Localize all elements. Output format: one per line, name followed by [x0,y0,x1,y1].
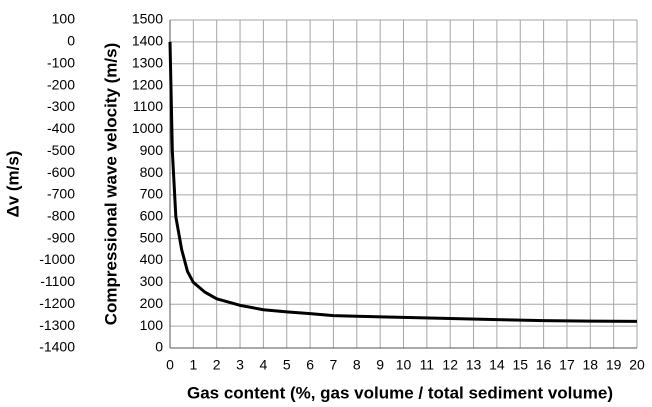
y2-tick-label: 1400 [132,33,163,49]
y2-tick-label: 200 [140,295,164,311]
x-tick-label: 19 [606,357,622,373]
x-tick-label: 16 [536,357,552,373]
y2-tick-label: 700 [140,186,164,202]
x-tick-label: 10 [396,357,412,373]
y-tick-label: -300 [47,98,75,114]
y2-tick-label: 400 [140,251,164,267]
x-tick-label: 18 [583,357,599,373]
y2-tick-label: 1000 [132,120,163,136]
y-tick-label: 100 [52,11,76,27]
x-tick-label: 8 [353,357,361,373]
data-line [168,41,638,323]
y-tick-label: -1100 [40,273,75,289]
x-tick-label: 6 [306,357,314,373]
x-axis-title: Gas content (%, gas volume / total sedim… [187,383,613,402]
y-tick-label: -800 [47,208,75,224]
y-tick-label: -500 [47,142,75,158]
x-tick-label: 4 [260,357,268,373]
y-tick-label: -100 [47,54,75,70]
y-tick-label: 0 [67,33,75,49]
y-tick-label: -1200 [39,295,75,311]
y-tick-label: -700 [47,186,75,202]
y2-tick-label: 500 [140,229,164,245]
x-tick-label: 9 [376,357,384,373]
y-tick-label: -1300 [39,317,75,333]
y-tick-label: -1000 [39,251,75,267]
x-tick-label: 12 [442,357,458,373]
y-tick-label: -400 [47,120,75,136]
x-tick-label: 5 [283,357,291,373]
y2-tick-label: 1300 [132,54,163,70]
y2-tick-label: 0 [155,339,163,355]
y2-tick-label: 1100 [133,98,163,114]
y-axis-title: Δv (m/s) [3,150,22,217]
y2-tick-label: 1200 [132,76,163,92]
x-tick-label: 3 [236,357,244,373]
y-tick-label: -900 [47,229,75,245]
y2-tick-label: 1500 [132,11,163,27]
y-tick-label: -600 [47,164,75,180]
x-tick-label: 14 [489,357,505,373]
y2-tick-label: 300 [140,273,164,289]
x-tick-label: 1 [189,357,197,373]
x-tick-label: 13 [466,357,482,373]
x-tick-label: 15 [512,357,528,373]
y-tick-label: -200 [47,76,75,92]
x-tick-label: 11 [420,357,435,373]
y2-tick-label: 600 [140,208,164,224]
y-tick-label: -1400 [39,339,75,355]
y2-tick-label: 900 [140,142,164,158]
x-tick-label: 20 [629,357,645,373]
x-tick-label: 0 [166,357,174,373]
x-tick-label: 7 [330,357,338,373]
y2-tick-label: 100 [140,317,164,333]
x-tick-label: 2 [213,357,221,373]
y2-axis-title: Compressional wave velocity (m/s) [101,43,120,326]
x-tick-label: 17 [559,357,575,373]
y2-tick-label: 800 [140,164,164,180]
